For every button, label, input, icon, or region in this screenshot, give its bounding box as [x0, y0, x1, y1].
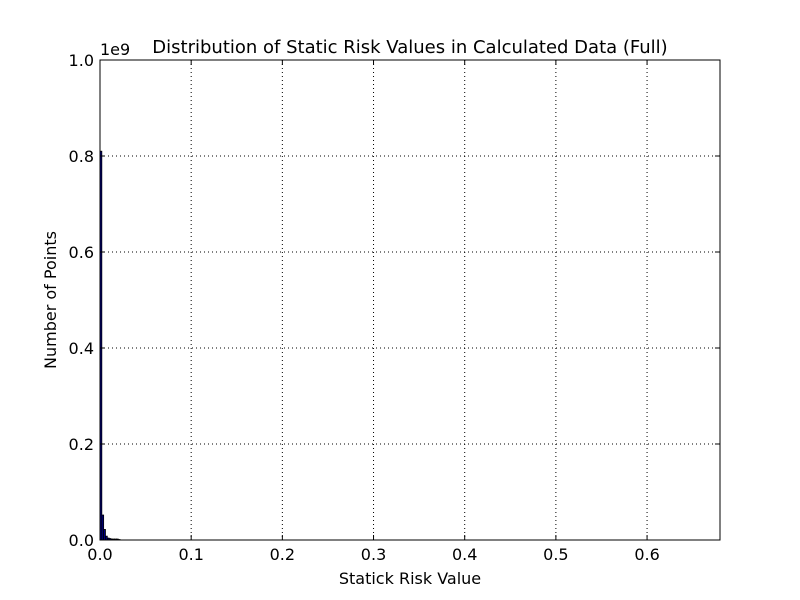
y-axis-label: Number of Points — [41, 231, 60, 369]
y-tick-label: 0.2 — [69, 435, 94, 454]
grid-lines — [99, 59, 720, 541]
y-tick-label: 0.8 — [69, 147, 94, 166]
chart-title: Distribution of Static Risk Values in Ca… — [152, 37, 667, 58]
y-tick-label: 0.4 — [69, 339, 94, 358]
x-tick-label: 0.3 — [361, 545, 386, 564]
x-tick-label: 0.6 — [634, 545, 659, 564]
x-tick-label: 0.0 — [87, 545, 112, 564]
y-tick-label: 1.0 — [69, 51, 94, 70]
y-axis-offset-label: 1e9 — [100, 40, 130, 59]
x-tick-label: 0.4 — [452, 545, 477, 564]
x-axis-label: Statick Risk Value — [339, 569, 481, 588]
y-tick-label: 0.0 — [69, 531, 94, 550]
x-tick-label: 0.2 — [270, 545, 295, 564]
histogram-bars — [99, 150, 121, 541]
x-tick-label: 0.5 — [543, 545, 568, 564]
axis-ticks: 0.0 0.1 0.2 0.3 0.4 0.5 0.6 0.0 0.2 0.4 0.6 0.8 1.0 — [69, 51, 720, 564]
plot-area-frame — [99, 59, 721, 541]
y-tick-label: 0.6 — [69, 243, 94, 262]
x-tick-label: 0.1 — [178, 545, 203, 564]
